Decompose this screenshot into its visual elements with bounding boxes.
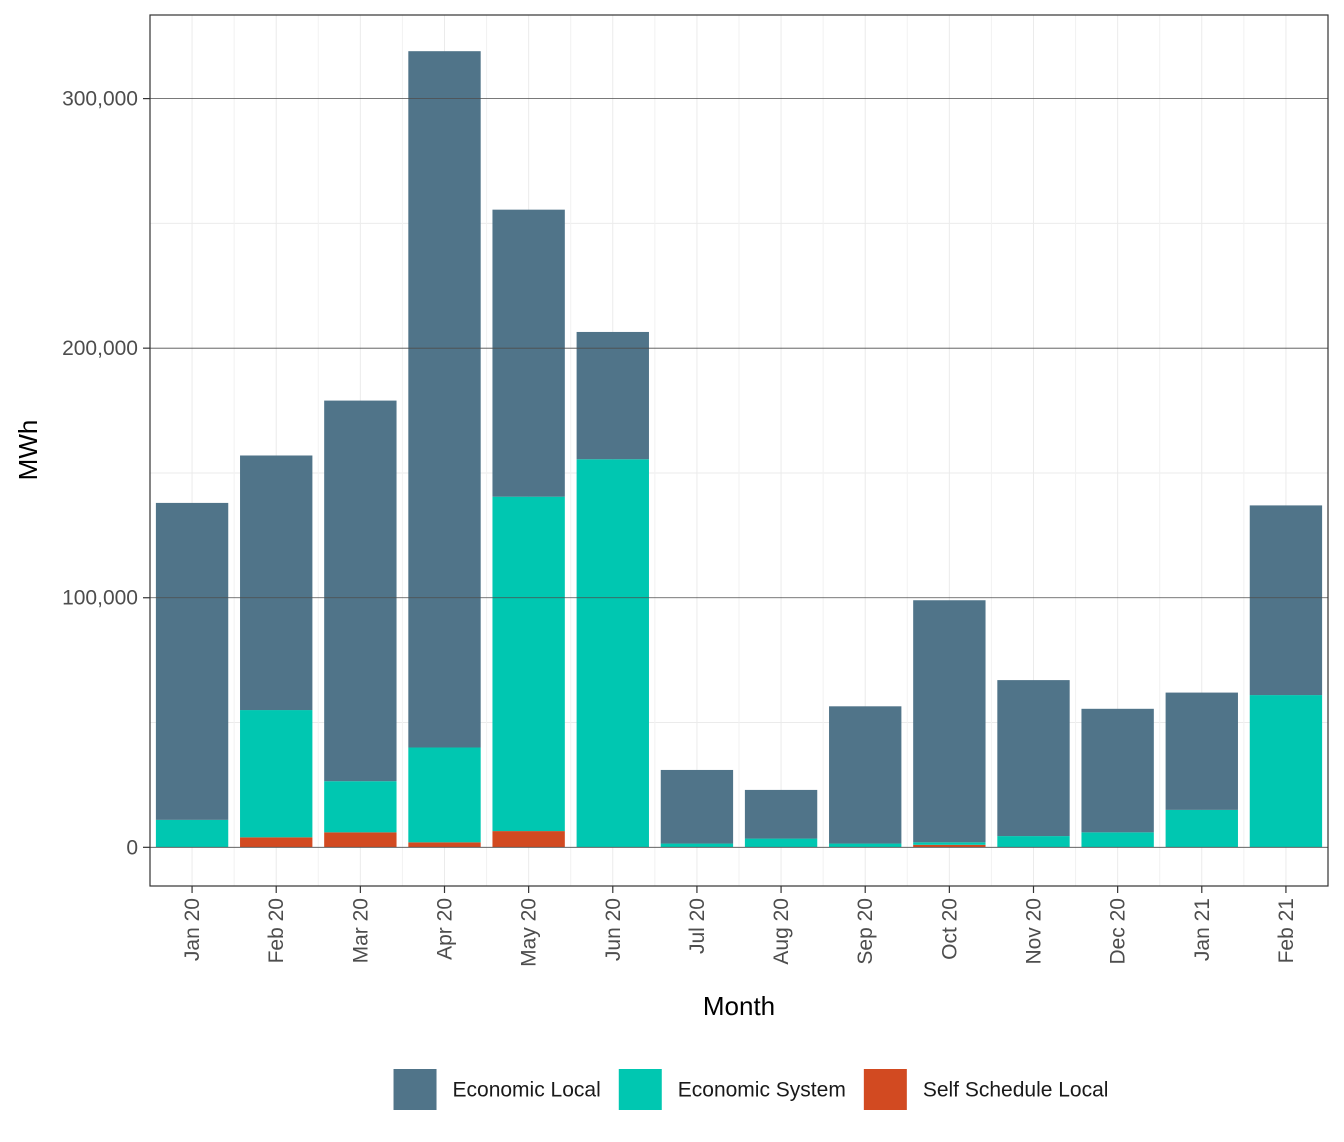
legend-key-self-schedule-local [863,1069,907,1110]
bar-economic-local [240,455,313,711]
y-tick-label: 300,000 [62,88,138,111]
x-tick-label: Aug 20 [770,898,793,965]
legend-label-economic-local: Economic Local [453,1079,601,1102]
x-tick-label: Feb 20 [265,898,288,963]
bar-economic-local [660,769,734,844]
y-tick-label: 100,000 [62,587,138,610]
x-tick-label: May 20 [518,898,541,967]
bar-self-schedule-local [408,842,481,848]
y-tick-label: 0 [126,836,138,859]
legend-key-economic-local [393,1069,437,1110]
x-axis: Jan 20 Feb 20 Mar 20 Apr 20 May 20 Jun 20 Jul … [181,886,1298,967]
x-tick-label: Nov 20 [1023,898,1046,965]
bar-economic-local [324,400,397,782]
bar-economic-system [997,836,1070,848]
x-tick-label: Jan 21 [1191,898,1214,961]
bar-economic-system [1081,832,1154,848]
bar-self-schedule-local [324,832,397,848]
bar-economic-local [1081,708,1154,833]
bar-economic-system [155,819,229,848]
legend-label-economic-system: Economic System [678,1079,846,1102]
bar-economic-system [408,747,481,843]
x-axis-title: Month [703,991,775,1021]
bar-economic-local [1249,505,1323,696]
bar-economic-local [155,502,229,820]
legend-label-self-schedule-local: Self Schedule Local [923,1079,1109,1102]
legend-key-economic-system [618,1069,662,1110]
bar-economic-local [997,680,1070,837]
x-tick-label: Jul 20 [686,898,709,954]
x-tick-label: Jan 20 [181,898,204,961]
x-tick-label: Feb 21 [1275,898,1298,963]
bar-self-schedule-local [240,837,313,848]
bar-economic-system [913,842,986,845]
y-axis: 0 100,000 200,000 300,000 [62,88,150,859]
y-axis-title: MWh [13,420,43,481]
bar-economic-system [660,843,734,848]
x-tick-label: Sep 20 [854,898,877,965]
bar-economic-system [492,496,565,832]
bar-self-schedule-local [913,844,986,848]
bar-economic-system [829,843,902,848]
bar-self-schedule-local [492,831,565,848]
bar-economic-local [492,209,565,497]
bar-economic-local [1165,692,1238,810]
x-tick-label: Dec 20 [1107,898,1130,965]
bars-layer [150,51,1328,848]
bar-economic-local [576,331,649,460]
bar-economic-system [1249,695,1323,848]
bar-economic-local [744,789,818,839]
bar-economic-system [576,459,649,848]
x-tick-label: Apr 20 [434,898,457,960]
y-tick-label: 200,000 [62,337,138,360]
grid-layer [150,15,1328,886]
x-tick-label: Jun 20 [602,898,625,961]
bar-economic-local [913,600,986,843]
x-tick-label: Oct 20 [938,898,961,960]
x-tick-label: Mar 20 [349,898,372,963]
legend: Economic Local Economic System Self Schedu… [393,1069,1109,1110]
bar-economic-system [240,710,313,838]
bar-economic-system [324,781,397,833]
bar-economic-system [1165,809,1238,848]
bar-economic-local [829,706,902,844]
bar-economic-system [744,838,818,848]
bar-economic-local [408,51,481,748]
panel-border [149,14,1329,887]
